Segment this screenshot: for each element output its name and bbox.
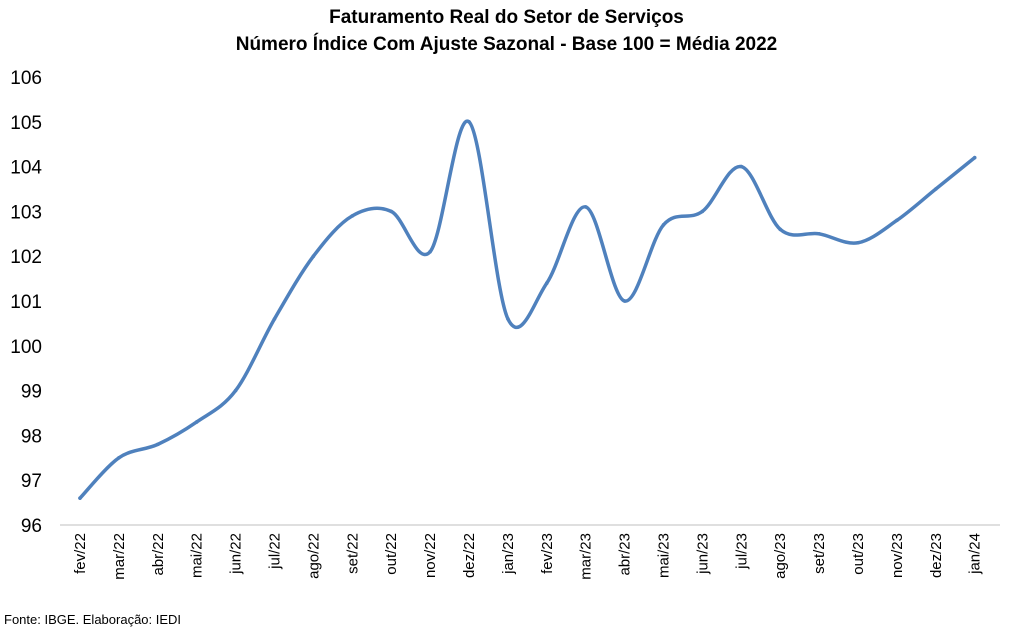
x-tick-label: dez/22 xyxy=(461,533,478,578)
y-tick-label: 105 xyxy=(10,113,42,134)
x-tick-label: ago/23 xyxy=(772,533,789,579)
y-tick-label: 103 xyxy=(10,202,42,223)
x-tick-label: abr/22 xyxy=(150,533,167,576)
data-point xyxy=(350,214,355,218)
data-point xyxy=(311,254,316,258)
x-tick-label: jul/23 xyxy=(733,533,750,570)
series-points xyxy=(78,120,977,500)
data-point xyxy=(272,317,277,321)
x-tick-label: jan/23 xyxy=(500,533,517,575)
x-tick-label: fev/22 xyxy=(72,533,89,574)
x-tick-label: set/23 xyxy=(811,533,828,574)
y-tick-label: 106 xyxy=(10,68,42,89)
data-point xyxy=(545,281,549,285)
x-tick-label: mar/23 xyxy=(578,533,595,580)
y-tick-label: 102 xyxy=(10,247,42,268)
x-tick-label: jun/22 xyxy=(228,533,245,575)
data-point xyxy=(428,249,432,254)
y-tick-label: 101 xyxy=(10,292,42,313)
source-note: Fonte: IBGE. Elaboração: IEDI xyxy=(4,612,182,627)
x-tick-label: fev/23 xyxy=(539,533,556,574)
data-point xyxy=(661,223,666,227)
data-point xyxy=(778,227,782,232)
y-tick-label: 100 xyxy=(10,337,42,358)
chart-title-block: Faturamento Real do Setor de Serviços Nú… xyxy=(0,4,1013,58)
data-point xyxy=(117,456,121,460)
y-tick-label: 104 xyxy=(10,158,42,179)
y-tick-label: 97 xyxy=(21,471,42,492)
data-point xyxy=(506,317,510,321)
x-tick-label: dez/23 xyxy=(928,533,945,578)
y-tick-labels: 96 97 98 99 100 101 102 103 104 105 106 xyxy=(10,68,42,537)
data-point xyxy=(156,442,160,447)
x-tick-label: out/23 xyxy=(850,533,867,575)
data-point xyxy=(194,420,199,424)
chart-subtitle: Número Índice Com Ajuste Sazonal - Base … xyxy=(235,34,778,55)
chart-title: Faturamento Real do Setor de Serviços xyxy=(329,7,684,28)
x-tick-label: out/22 xyxy=(383,533,400,575)
y-tick-label: 96 xyxy=(21,516,42,537)
data-point xyxy=(934,187,938,191)
x-tick-label: mar/22 xyxy=(111,533,128,580)
data-point xyxy=(467,120,471,124)
data-point xyxy=(739,164,744,169)
x-tick-label: nov/22 xyxy=(422,533,439,578)
data-point xyxy=(389,209,394,214)
data-point xyxy=(700,209,705,214)
data-point xyxy=(856,240,860,245)
x-tick-label: jan/24 xyxy=(967,533,984,575)
data-point xyxy=(583,205,588,209)
series-line xyxy=(78,119,977,500)
x-tick-labels: fev/22 mar/22 abr/22 mai/22 jun/22 jul/22 ago/… xyxy=(72,533,984,580)
data-point xyxy=(78,496,82,500)
data-point xyxy=(817,232,821,236)
data-point xyxy=(895,218,899,223)
x-tick-label: jun/23 xyxy=(694,533,711,575)
x-tick-label: mai/22 xyxy=(189,533,206,578)
x-tick-label: ago/22 xyxy=(305,533,322,579)
x-tick-label: set/22 xyxy=(344,533,361,574)
y-tick-label: 99 xyxy=(21,382,42,403)
x-tick-label: jul/22 xyxy=(267,533,284,570)
y-tick-label: 98 xyxy=(21,426,42,447)
data-point xyxy=(233,388,238,393)
x-tick-label: abr/23 xyxy=(617,533,634,576)
data-point xyxy=(622,299,627,303)
x-tick-label: mai/23 xyxy=(656,533,673,578)
x-tick-label: nov/23 xyxy=(889,533,906,578)
data-point xyxy=(972,155,977,160)
